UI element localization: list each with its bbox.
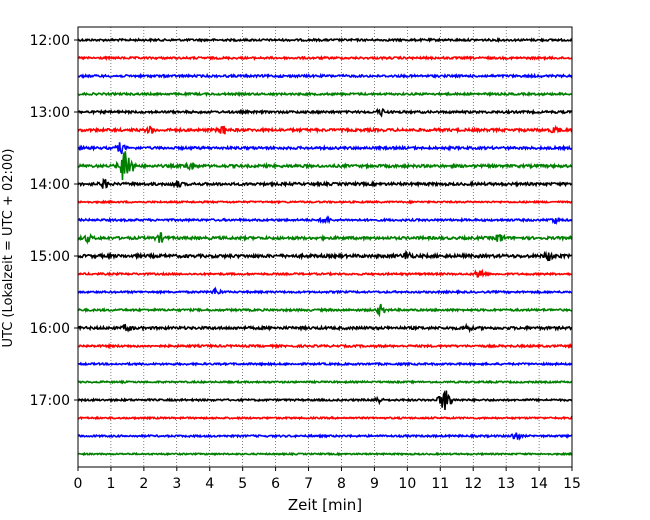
trace-1745 xyxy=(77,451,573,457)
x-tick-label: 4 xyxy=(205,476,214,492)
x-tick-label: 14 xyxy=(530,476,548,492)
y-tick-label: 17:00 xyxy=(30,393,70,409)
trace-1400 xyxy=(77,177,573,189)
trace-1330 xyxy=(77,142,573,155)
trace-1415 xyxy=(77,199,573,205)
x-tick-label: 9 xyxy=(370,476,379,492)
trace-1530 xyxy=(77,286,573,296)
trace-1445 xyxy=(77,232,573,245)
x-tick-label: 11 xyxy=(431,476,449,492)
trace-1645 xyxy=(77,379,573,385)
y-tick-label: 15:00 xyxy=(30,249,70,265)
trace-1345 xyxy=(77,151,573,181)
trace-1715 xyxy=(77,415,573,421)
trace-1730 xyxy=(77,432,573,441)
x-tick-label: 7 xyxy=(304,476,313,492)
x-axis-ticks: 0 1 2 3 4 5 6 7 8 9 10 11 12 13 14 15 xyxy=(74,467,581,492)
y-tick-label: 13:00 xyxy=(30,105,70,121)
trace-1700 xyxy=(77,390,573,410)
x-tick-label: 0 xyxy=(74,476,83,492)
trace-1600 xyxy=(77,322,573,334)
trace-1300 xyxy=(77,107,573,118)
x-tick-label: 10 xyxy=(398,476,416,492)
x-axis-label: Zeit [min] xyxy=(288,496,362,514)
trace-1500 xyxy=(77,249,573,262)
x-tick-label: 13 xyxy=(497,476,515,492)
trace-1430 xyxy=(77,215,573,226)
trace-1245 xyxy=(77,90,573,98)
plot-frame xyxy=(77,26,573,468)
x-tick-label: 6 xyxy=(271,476,280,492)
trace-1515 xyxy=(77,268,573,278)
y-axis-ticks: 12:00 13:00 14:00 15:00 16:00 17:00 xyxy=(30,33,78,409)
grid-lines xyxy=(110,27,540,467)
trace-1630 xyxy=(77,361,573,367)
trace-1315 xyxy=(77,124,573,135)
y-tick-label: 14:00 xyxy=(30,177,70,193)
x-tick-label: 12 xyxy=(464,476,482,492)
trace-1200 xyxy=(77,36,573,44)
seismic-traces xyxy=(77,36,573,457)
y-tick-label: 16:00 xyxy=(30,321,70,337)
x-tick-label: 2 xyxy=(139,476,148,492)
x-tick-label: 15 xyxy=(563,476,581,492)
x-tick-label: 5 xyxy=(238,476,247,492)
trace-1545 xyxy=(78,303,573,318)
x-tick-label: 3 xyxy=(172,476,181,492)
x-tick-label: 8 xyxy=(337,476,346,492)
plot-background xyxy=(78,27,572,467)
x-tick-label: 1 xyxy=(106,476,115,492)
y-tick-label: 12:00 xyxy=(30,33,70,49)
y-axis-label: UTC (Lokalzeit = UTC + 02:00) xyxy=(1,149,16,348)
trace-1215 xyxy=(77,54,573,62)
trace-1615 xyxy=(77,342,573,350)
trace-1230 xyxy=(77,72,573,80)
